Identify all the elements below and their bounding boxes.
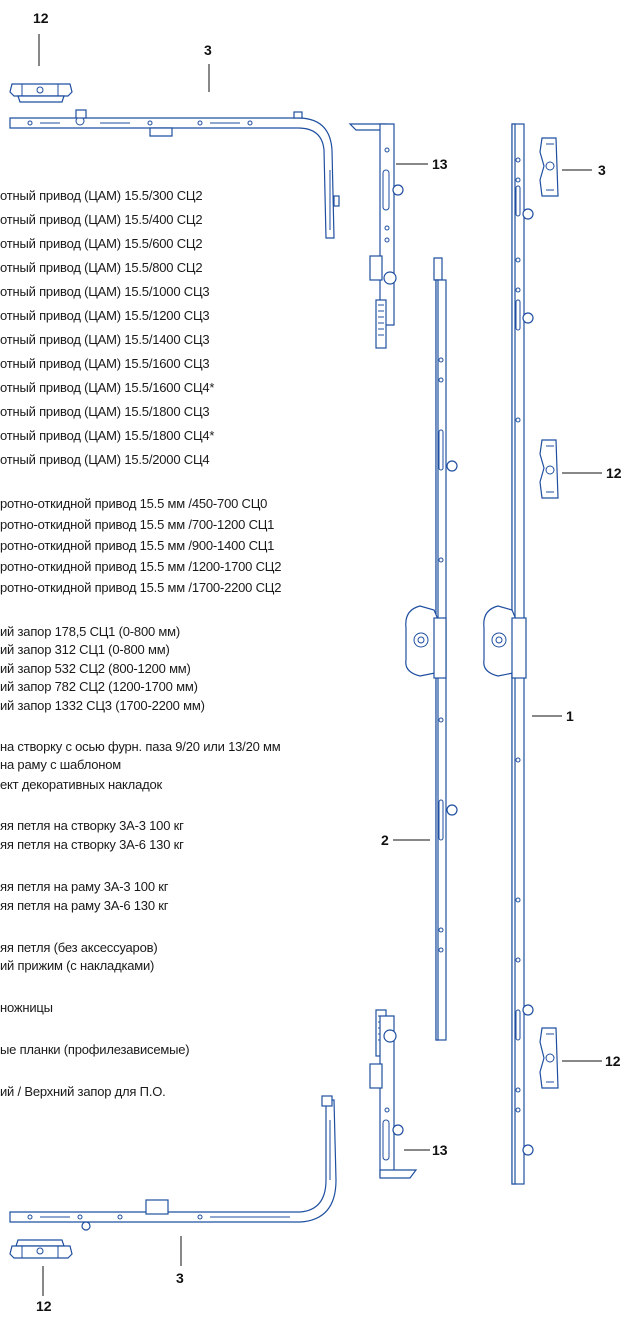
corner-drive-part-3-bottom <box>9 1095 337 1231</box>
callout-3-right: 3 <box>598 162 606 178</box>
keeper-part-12-bottom <box>9 1239 73 1259</box>
callout-13-top: 13 <box>432 156 448 172</box>
parts-list-item: ий запор 312 СЦ1 (0-800 мм) <box>0 642 170 657</box>
keeper-part-12-right-bottom <box>539 1027 559 1089</box>
parts-list-item: яя петля (без аксессуаров) <box>0 940 158 955</box>
parts-list-item: яя петля на раму 3А-6 130 кг <box>0 898 169 913</box>
parts-list-item: отный привод (ЦАМ) 15.5/1000 СЦ3 <box>0 284 210 299</box>
parts-list-item: отный привод (ЦАМ) 15.5/300 СЦ2 <box>0 188 203 203</box>
callout-3-top: 3 <box>204 42 212 58</box>
parts-list-item: ий / Верхний запор для П.О. <box>0 1084 166 1099</box>
parts-list-item: отный привод (ЦАМ) 15.5/1800 СЦ3 <box>0 404 210 419</box>
parts-list-item: ые планки (профилезависемые) <box>0 1042 190 1057</box>
parts-list-item: отный привод (ЦАМ) 15.5/1400 СЦ3 <box>0 332 210 347</box>
callout-12-right-mid: 12 <box>606 465 622 481</box>
parts-list-item: отный привод (ЦАМ) 15.5/1800 СЦ4* <box>0 428 215 443</box>
parts-list-item: отный привод (ЦАМ) 15.5/1600 СЦ4* <box>0 380 215 395</box>
parts-list-item: ротно-откидной привод 15.5 мм /450-700 С… <box>0 496 268 511</box>
parts-list-item: отный привод (ЦАМ) 15.5/2000 СЦ4 <box>0 452 210 467</box>
parts-list-item: ий запор 178,5 СЦ1 (0-800 мм) <box>0 624 181 639</box>
callout-1: 1 <box>566 708 574 724</box>
parts-list-item: отный привод (ЦАМ) 15.5/400 СЦ2 <box>0 212 203 227</box>
parts-list-item: яя петля на створку 3А-6 130 кг <box>0 837 184 852</box>
vertical-part-13-bottom <box>369 1009 418 1179</box>
parts-list-item: ект декоративных накладок <box>0 777 163 792</box>
callout-12-top: 12 <box>33 10 49 26</box>
parts-list-item: ротно-откидной привод 15.5 мм /1700-2200… <box>0 580 282 595</box>
long-bar-part-1 <box>483 123 534 1185</box>
callout-12-bottom: 12 <box>36 1298 52 1314</box>
parts-list-item: отный привод (ЦАМ) 15.5/800 СЦ2 <box>0 260 203 275</box>
parts-list-item: на раму с шаблоном <box>0 757 122 772</box>
keeper-part-3-right <box>539 137 559 197</box>
parts-list-item: ротно-откидной привод 15.5 мм /900-1400 … <box>0 538 275 553</box>
callout-2: 2 <box>381 832 389 848</box>
keeper-part-12-right-mid <box>539 439 559 499</box>
long-bar-part-2 <box>405 257 458 1041</box>
callout-13-bottom: 13 <box>432 1142 448 1158</box>
leader-lines <box>38 34 602 1296</box>
parts-list-item: отный привод (ЦАМ) 15.5/600 СЦ2 <box>0 236 203 251</box>
corner-drive-part-3-top <box>9 109 340 239</box>
parts-list-item: ножницы <box>0 1000 53 1015</box>
callout-3-bottom: 3 <box>176 1270 184 1286</box>
parts-list-item: отный привод (ЦАМ) 15.5/1200 СЦ3 <box>0 308 210 323</box>
parts-list-item: ротно-откидной привод 15.5 мм /700-1200 … <box>0 517 275 532</box>
parts-list-item: ий запор 782 СЦ2 (1200-1700 мм) <box>0 679 198 694</box>
parts-list-item: ий прижим (с накладками) <box>0 958 155 973</box>
parts-list-item: яя петля на раму 3А-3 100 кг <box>0 879 169 894</box>
parts-list-item: отный привод (ЦАМ) 15.5/1600 СЦ3 <box>0 356 210 371</box>
parts-list-item: ий запор 532 СЦ2 (800-1200 мм) <box>0 661 191 676</box>
parts-list-item: ий запор 1332 СЦ3 (1700-2200 мм) <box>0 698 205 713</box>
parts-list-item: яя петля на створку 3А-3 100 кг <box>0 818 184 833</box>
keeper-part-12-top <box>9 83 73 103</box>
parts-list-item: ротно-откидной привод 15.5 мм /1200-1700… <box>0 559 282 574</box>
callout-12-right-bottom: 12 <box>605 1053 621 1069</box>
vertical-part-13-top <box>348 123 404 349</box>
parts-list-item: на створку с осью фурн. паза 9/20 или 13… <box>0 739 281 754</box>
